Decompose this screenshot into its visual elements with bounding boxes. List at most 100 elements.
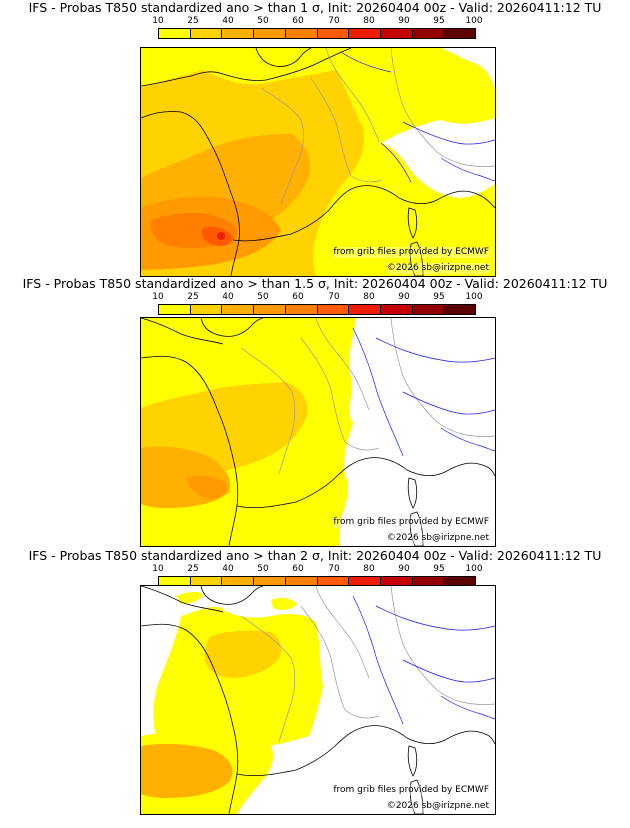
colorbar-swatch [444,29,476,38]
prob-field-80 [217,232,225,240]
coastline-channel [141,586,224,613]
prob-field-zero [441,48,495,88]
island-corsica [407,745,418,777]
colorbar-swatch [412,29,445,38]
colorbar-tick: 25 [187,564,199,574]
river-line [375,337,495,363]
colorbar-swatch [317,305,350,314]
island-corsica [407,207,418,239]
prob-field-25 [204,630,281,678]
panel-title: IFS - Probas T850 standardized ano > tha… [28,548,602,563]
colorbar-tick: 40 [222,564,234,574]
colorbar-swatch [349,577,381,586]
colorbar-swatch [380,29,413,38]
colorbar-tick: 95 [433,16,445,26]
colorbar-tick: 90 [398,16,410,26]
border-line [240,615,296,743]
colorbar-swatch [190,29,223,38]
colorbar-swatch [222,305,255,314]
colorbar-swatch [254,29,286,38]
river-po [440,427,495,452]
colorbar-swatch [254,305,286,314]
map-canvas [141,318,495,546]
border-line [390,586,495,705]
prob-field-zero-alps [381,118,495,198]
colorbar-swatch [159,305,191,314]
colorbar-swatch [222,29,255,38]
colorbar-swatch [349,29,381,38]
island-sardinia [409,241,424,276]
colorbar-swatch [412,305,445,314]
data-credit: from grib files provided by ECMWF [333,517,489,528]
colorbar-labels: 10 25 40 50 60 70 80 90 95 100 [152,564,482,575]
river-rhine [352,595,404,725]
coastline-england [200,318,264,337]
colorbar-swatch [159,29,191,38]
colorbar-swatch [349,305,381,314]
border-line [260,87,304,205]
river-danube [402,659,495,683]
colorbar-tick: 60 [292,16,304,26]
colorbar-tick: 50 [257,564,269,574]
copyright: ©2026 sb@irizpne.net [386,801,489,812]
colorbar-tick: 100 [465,16,483,26]
colorbar-swatch [222,577,255,586]
colorbar-swatch [317,577,350,586]
panel-title: IFS - Probas T850 standardized ano > tha… [28,0,602,15]
probability-map: from grib files provided by ECMWF ©2026 … [140,317,496,547]
colorbar-tick: 100 [465,564,483,574]
colorbar-tick: 25 [187,16,199,26]
colorbar-swatch [380,577,413,586]
colorbar-swatch [254,577,286,586]
coastline-england [200,586,264,605]
river-rhone [380,142,412,183]
border-line [240,347,296,475]
prob-field-10-patch [176,591,203,604]
colorbar-swatch [285,577,318,586]
coastline-channel [141,48,352,87]
river-rhine [352,327,404,457]
colorbar-tick: 50 [257,292,269,302]
colorbar-tick: 80 [363,292,375,302]
colorbar-tick: 70 [328,292,340,302]
colorbar-tick: 10 [152,292,164,302]
colorbar-tick: 25 [187,292,199,302]
colorbar: 10 25 40 50 60 70 80 90 95 100 [152,16,483,42]
coastline-atlantic [141,111,240,276]
border-line [310,77,382,183]
colorbar-tick: 40 [222,292,234,302]
border-line [315,318,370,411]
panel-2sigma: IFS - Probas T850 standardized ano > tha… [0,548,630,824]
colorbar-tick: 95 [433,564,445,574]
colorbar-swatch [380,305,413,314]
colorbar-swatch [190,577,223,586]
colorbar-swatch [285,305,318,314]
border-line [390,318,495,437]
colorbar-labels: 10 25 40 50 60 70 80 90 95 100 [152,16,482,27]
border-line [300,337,380,451]
coastline-mediterranean [236,457,495,509]
colorbar-tick: 80 [363,564,375,574]
probability-map: from grib files provided by ECMWF ©2026 … [140,585,496,815]
coastline-england [255,48,312,67]
colorbar-swatch [285,29,318,38]
probability-map: from grib files provided by ECMWF ©2026 … [140,47,496,277]
coastline-atlantic [141,623,239,814]
river-line [375,605,495,631]
colorbar-tick: 10 [152,564,164,574]
map-canvas [141,586,495,814]
data-credit: from grib files provided by ECMWF [333,247,489,258]
panel-title: IFS - Probas T850 standardized ano > tha… [22,276,608,291]
colorbar-tick: 60 [292,292,304,302]
coastline-mediterranean [236,725,495,777]
river-line [340,51,392,73]
colorbar: 10 25 40 50 60 70 80 90 95 100 [152,292,483,318]
colorbar-tick: 10 [152,16,164,26]
colorbar-tick: 50 [257,16,269,26]
river-line [402,121,495,145]
copyright: ©2026 sb@irizpne.net [386,533,489,544]
river-po [440,695,495,720]
prob-field-50 [186,475,227,499]
river-po [440,157,495,182]
colorbar-tick: 80 [363,16,375,26]
